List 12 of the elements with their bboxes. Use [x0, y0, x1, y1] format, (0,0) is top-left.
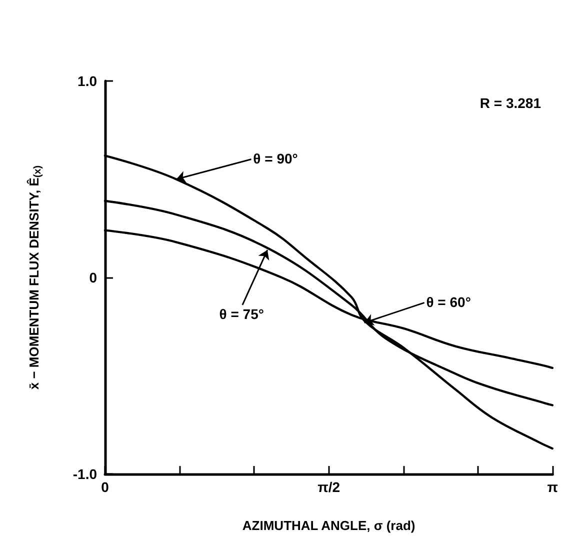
x-axis-title: AZIMUTHAL ANGLE, σ (rad)	[242, 518, 416, 533]
y-axis-title: x̄ − MOMENTUM FLUX DENSITY, Ê(x)	[26, 165, 44, 390]
y-tick-label: -1.0	[72, 466, 98, 482]
y-tick-label: 0	[89, 270, 98, 286]
y-tick-label: 1.0	[78, 73, 98, 89]
annotation: θ = 75°	[219, 306, 264, 322]
annotation: R = 3.281	[480, 95, 542, 111]
x-tick-label: π/2	[318, 479, 340, 495]
annotation: θ = 90°	[253, 150, 298, 167]
x-tick-label: 0	[101, 479, 110, 495]
annotation: θ = 60°	[426, 294, 471, 310]
x-tick-label: π	[547, 479, 558, 495]
